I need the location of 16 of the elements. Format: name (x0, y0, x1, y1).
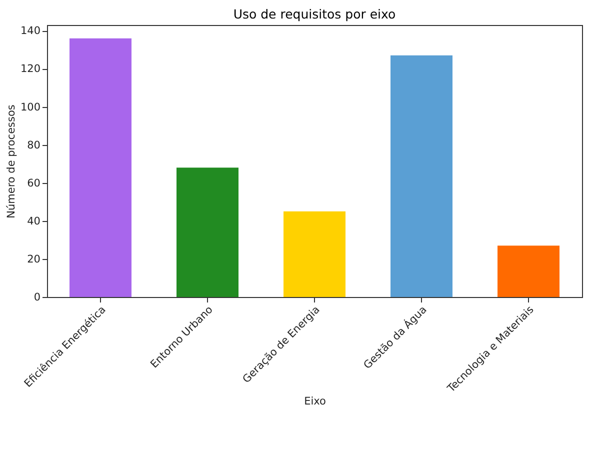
y-tick-label: 40 (27, 215, 40, 228)
y-tick-label: 20 (27, 253, 40, 266)
bar (498, 246, 560, 297)
y-tick-label: 60 (27, 177, 40, 190)
bar (176, 168, 238, 297)
y-tick-label: 0 (34, 292, 40, 304)
y-axis-title: Número de processos (5, 104, 18, 218)
bar (390, 55, 452, 297)
bar (284, 211, 346, 297)
x-axis-title: Eixo (304, 395, 326, 408)
bar (70, 38, 132, 297)
y-tick-label: 100 (20, 101, 40, 114)
y-tick-label: 140 (20, 25, 40, 38)
y-tick-label: 80 (27, 139, 40, 152)
y-tick-label: 120 (20, 63, 40, 76)
chart-title: Uso de requisitos por eixo (233, 6, 396, 22)
